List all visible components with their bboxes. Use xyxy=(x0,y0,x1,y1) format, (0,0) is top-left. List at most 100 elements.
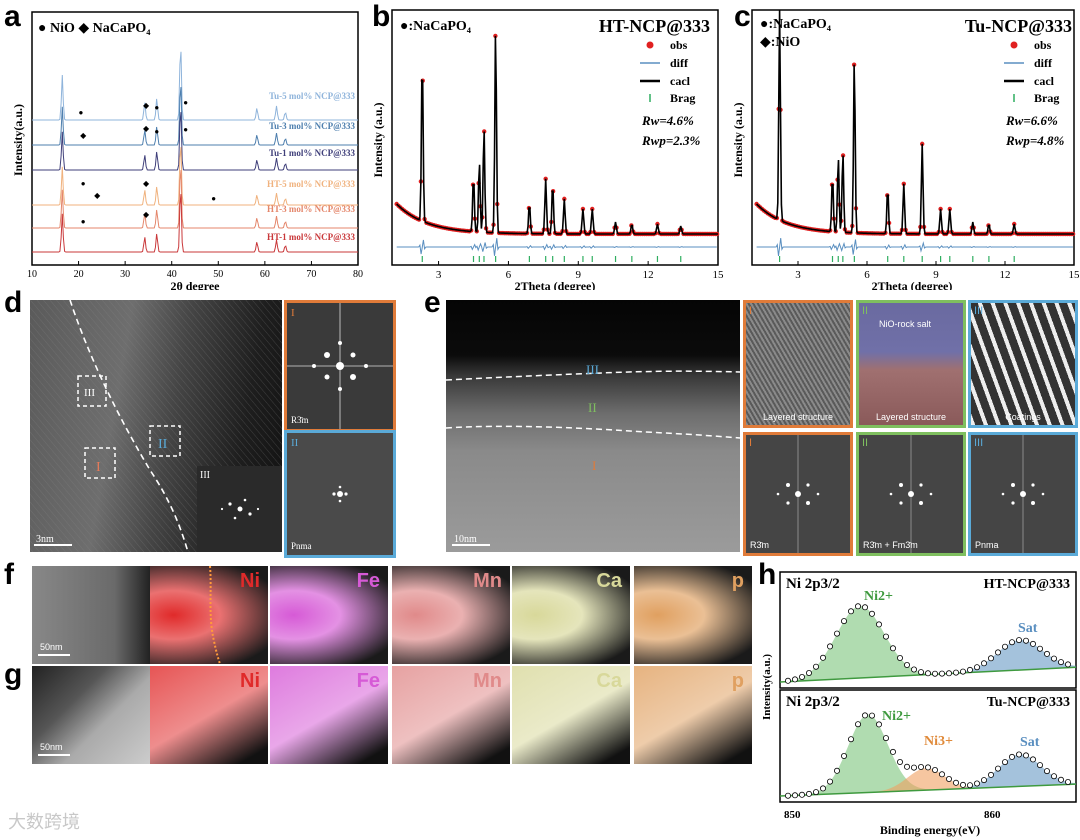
panel-d-fft-III-label: III xyxy=(200,470,210,481)
panel-a-ylabel: Intensity(a.u.) xyxy=(11,104,25,176)
panel-h-top-data-point xyxy=(980,660,987,667)
panel-e-tile-caption: R3̄m xyxy=(750,540,770,550)
panel-h-bottom-data-point xyxy=(966,782,973,789)
panel-b-legend-diff: diff xyxy=(670,56,689,70)
panel-a-series-label-5: HT-1 mol% NCP@333 xyxy=(267,232,356,242)
panel-g-element-label: Ca xyxy=(596,670,622,692)
panel-f-map-p: p xyxy=(634,566,752,664)
panel-a-xtick: 40 xyxy=(167,269,177,280)
panel-e-tile-roman: III xyxy=(974,305,984,317)
rietveld-obs-point xyxy=(840,153,846,158)
panel-b-legend-cacl: cacl xyxy=(670,74,691,88)
panel-h-top-data-point xyxy=(841,618,848,625)
panel-h-top-data-point xyxy=(910,666,917,673)
panel-h-bottom-data-point xyxy=(952,779,959,786)
panel-a-series-1 xyxy=(32,87,358,146)
panel-e-tile-bottom-2: II R3̄m + Fm3̄m xyxy=(856,432,966,556)
panel-h-bottom-data-point xyxy=(813,789,820,796)
panel-h-curves xyxy=(779,603,1077,799)
rietveld-xtick: 15 xyxy=(1069,269,1080,281)
panel-a-series-0 xyxy=(32,51,358,121)
panel-h-top-data-point xyxy=(848,608,855,615)
panel-c-rwp: Rwp=4.8% xyxy=(1005,133,1064,148)
panel-g-element-label: Mn xyxy=(473,670,502,692)
panel-h-top-data-point xyxy=(917,669,924,676)
rietveld-obs-point xyxy=(920,141,925,147)
panel-f-element-label: Ni xyxy=(240,570,260,592)
panel-d-fft-II-phase: Pnma xyxy=(291,541,312,551)
panel-b-legend-brag: Brag xyxy=(670,91,695,105)
panel-h-bottom-data-point xyxy=(883,735,890,742)
rietveld-calc-line xyxy=(756,10,1074,235)
panel-h-bottom-background xyxy=(779,783,1077,797)
panel-h-bottom-ni2-peak xyxy=(780,714,1076,796)
panel-a-marker: ◆ xyxy=(94,191,101,200)
panel-d-region-box-I xyxy=(84,447,116,479)
panel-a-marker: ● xyxy=(81,179,86,188)
panel-h-top-data-point xyxy=(945,670,952,677)
panel-c-phase1: ●:NaCaPO₄ xyxy=(760,17,832,32)
panel-c-ylabel: Intensity (a.u.) xyxy=(732,102,745,177)
panel-h-bottom-data-point xyxy=(1036,762,1043,769)
panel-a-xtick: 10 xyxy=(27,269,37,280)
panel-f-map-ca: Ca xyxy=(512,566,630,664)
panel-g-element-label: p xyxy=(731,670,744,692)
panel-h-top-data-point xyxy=(792,676,799,683)
panel-h-bottom-sample: Tu-NCP@333 xyxy=(987,695,1070,710)
panel-e-boundary-top xyxy=(446,370,740,381)
rietveld-calc-line xyxy=(396,35,718,235)
panel-h-bottom-data-point xyxy=(792,792,799,799)
panel-h-bottom-data-point xyxy=(1029,756,1036,763)
panel-a-marker: ◆ xyxy=(143,101,150,110)
rietveld-xtick: 6 xyxy=(506,269,512,281)
panel-b-rw: Rw=4.6% xyxy=(641,113,694,128)
panel-h-top-data-point xyxy=(855,603,862,610)
panel-h-top-data-point xyxy=(1029,640,1036,647)
panel-h-top-data-point xyxy=(1008,639,1015,646)
panel-b-legend-obs: obs xyxy=(670,38,688,52)
panel-a-marker: ◆ xyxy=(143,210,150,219)
panel-a-frame xyxy=(31,11,359,266)
panel-a-series-2 xyxy=(32,112,358,171)
panel-a-series-label-0: Tu-5 mol% NCP@333 xyxy=(269,91,356,101)
panel-h-bottom-data-point xyxy=(827,778,834,785)
panel-h-top-data-point xyxy=(1036,645,1043,652)
panel-c-title: Tu-NCP@333 xyxy=(965,16,1072,36)
panel-h-top-data-point xyxy=(869,610,876,617)
panel-a-series-label-4: HT-3 mol% NCP@333 xyxy=(267,204,356,214)
panel-h-top-data-point xyxy=(1001,643,1008,650)
panel-c-xticks: 3 6 9 12 15 xyxy=(795,261,1080,281)
panel-d-region-box-III xyxy=(77,375,107,407)
panel-e-tile-roman: III xyxy=(974,437,984,449)
panel-f-map-mn: Mn xyxy=(392,566,510,664)
panel-h-top-data-point xyxy=(987,655,994,662)
panel-h-top-data-point xyxy=(959,668,966,675)
panel-e-boundary-bottom xyxy=(446,425,740,439)
panel-e-tile-bottom-1: I R3̄m xyxy=(743,432,853,556)
panel-e-region-II-label: II xyxy=(588,400,597,415)
panel-f-element-label: Mn xyxy=(473,570,502,592)
panel-a-marker: ◆ xyxy=(80,131,87,140)
panel-label-a: a xyxy=(4,0,21,33)
rietveld-obs-point xyxy=(493,33,498,39)
panel-e-tile-caption: Layered structure xyxy=(762,412,834,422)
panel-h-bottom-data-point xyxy=(910,764,917,771)
panel-label-f: f xyxy=(4,558,14,591)
panel-a-series-5 xyxy=(32,194,358,253)
panel-e-region-I-label: I xyxy=(592,458,596,473)
panel-h-top-data-point xyxy=(1022,637,1029,644)
panel-h-bottom-data-point xyxy=(896,758,903,765)
panel-h-bottom-data-point xyxy=(994,765,1001,772)
panel-c-legend-cacl: cacl xyxy=(1034,74,1055,88)
panel-b-phase: ●:NaCaPO₄ xyxy=(400,19,472,34)
panel-h-bottom-data-point xyxy=(841,752,848,759)
panel-h-top-data-point xyxy=(1043,650,1050,657)
panel-c-legend-obs: obs xyxy=(1034,38,1052,52)
panel-e-tile-roman: II xyxy=(862,305,869,317)
panel-f-map-ni: Ni xyxy=(150,566,268,664)
panel-h-top-ni2-peak xyxy=(780,606,1076,682)
panel-h-top-data-point xyxy=(1057,659,1064,666)
panel-a-xtick: 70 xyxy=(306,269,316,280)
panel-h-top-data-point xyxy=(903,662,910,669)
panel-h-bottom-data-point xyxy=(1022,752,1029,759)
